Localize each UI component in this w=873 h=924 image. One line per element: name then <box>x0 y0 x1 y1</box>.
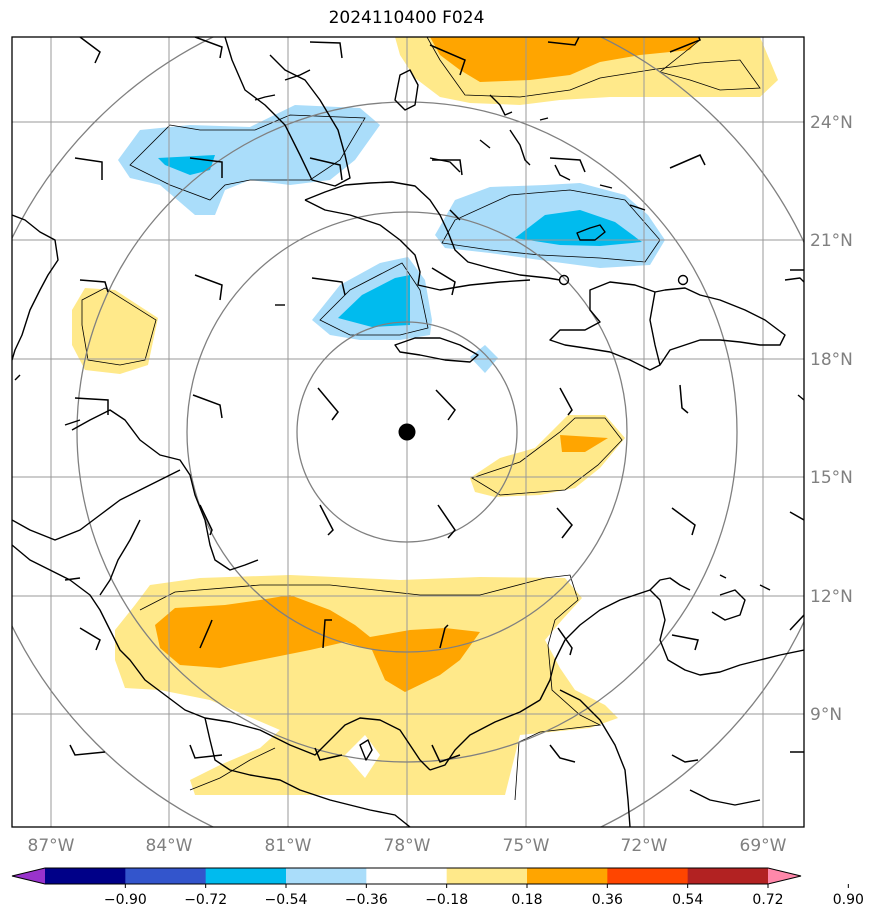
colorbar-tick-label: 0.54 <box>672 892 703 908</box>
colorbar-segment <box>446 868 528 884</box>
colorbar-tick-label: −0.18 <box>425 892 468 908</box>
longitude-tick-label: 69°W <box>740 836 787 856</box>
latitude-tick-label: 9°N <box>810 705 842 725</box>
colorbar-tick-label: 0.72 <box>752 892 783 908</box>
colorbar-segment <box>527 868 608 884</box>
map-frame <box>11 36 805 828</box>
latitude-tick-label: 21°N <box>810 231 853 251</box>
colorbar-extend-low <box>12 868 45 884</box>
colorbar-tick-label: 0.18 <box>511 892 542 908</box>
colorbar-segment <box>687 868 769 884</box>
colorbar: −0.90 −0.72 −0.54 −0.36 −0.18 0.18 0.36 0.54 0.7… <box>11 867 864 908</box>
range-ring-third <box>76 101 738 763</box>
storm-center-marker <box>398 423 416 441</box>
longitude-tick-label: 78°W <box>384 836 431 856</box>
colorbar-tick-label: −0.36 <box>345 892 388 908</box>
colorbar-segment <box>286 868 367 884</box>
latitude-axis: 24°N 21°N 18°N 15°N 12°N 9°N <box>810 113 853 725</box>
strong-positive-anomaly-area-south <box>155 595 480 692</box>
latitude-tick-label: 18°N <box>810 350 853 370</box>
longitude-tick-label: 75°W <box>503 836 550 856</box>
latitude-tick-label: 15°N <box>810 468 853 488</box>
negative-anomaly-area-gulf <box>118 105 380 215</box>
map-title: 2024110400 F024 <box>328 8 485 28</box>
range-ring-second <box>186 211 628 653</box>
colorbar-segment <box>607 868 689 884</box>
range-rings <box>12 37 804 827</box>
range-ring-inner <box>296 321 518 543</box>
colorbar-tick-label: 0.90 <box>833 892 864 908</box>
positive-anomaly-area-yucatan <box>72 288 158 374</box>
longitude-tick-label: 84°W <box>146 836 193 856</box>
strong-positive-anomaly-area-east <box>560 435 608 452</box>
latitude-tick-label: 24°N <box>810 113 853 133</box>
longitude-tick-label: 87°W <box>28 836 75 856</box>
colorbar-tick-label: 0.36 <box>592 892 623 908</box>
colorbar-segment <box>366 868 448 884</box>
colorbar-segment <box>205 868 287 884</box>
colorbar-segment <box>125 868 207 884</box>
coastlines <box>12 37 804 827</box>
strong-positive-anomaly-area-north <box>430 37 700 82</box>
colorbar-outline <box>11 867 802 885</box>
white-hole-south <box>345 735 380 778</box>
colorbar-tick-label: −0.54 <box>265 892 308 908</box>
strong-negative-anomaly-area-bahamas <box>515 210 642 246</box>
colorbar-tick-label: −0.72 <box>184 892 227 908</box>
latitude-tick-label: 12°N <box>810 587 853 607</box>
anomaly-contours <box>81 37 761 801</box>
colorbar-extend-high <box>768 868 801 884</box>
longitude-tick-label: 81°W <box>265 836 312 856</box>
wind-barbs <box>69 37 804 763</box>
colorbar-tick-label: −0.90 <box>104 892 147 908</box>
longitude-axis: 87°W 84°W 81°W 78°W 75°W 72°W 69°W <box>28 836 787 856</box>
colorbar-segment <box>45 868 126 884</box>
longitude-tick-label: 72°W <box>621 836 668 856</box>
strong-negative-anomaly-area-cayman <box>338 275 410 327</box>
